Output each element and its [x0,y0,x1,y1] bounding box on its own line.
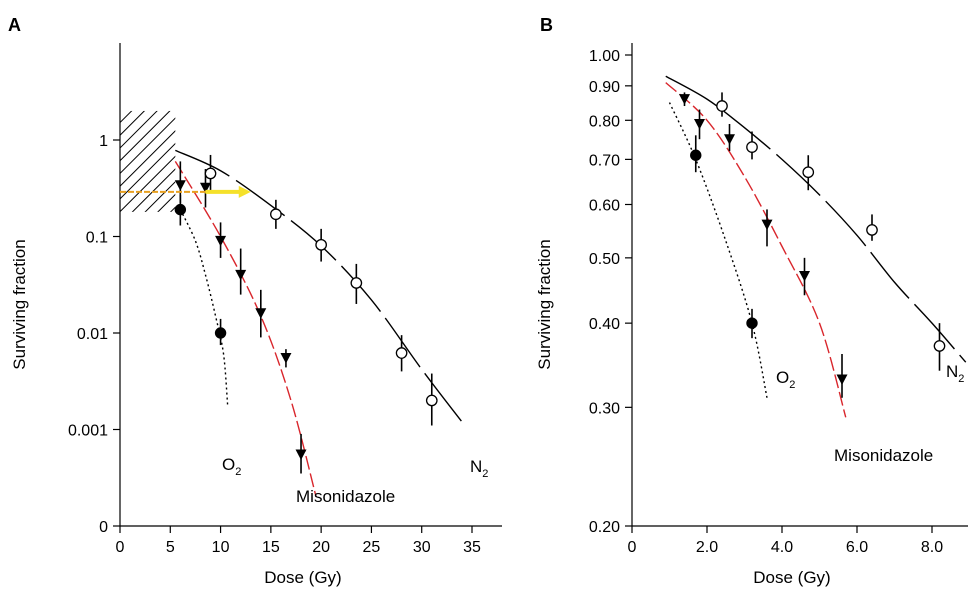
data-point [799,270,810,282]
x-tick-label: 20 [312,539,330,556]
x-tick-label: 4.0 [771,539,793,556]
fit-line [179,209,229,405]
data-point [214,327,227,339]
fit-line [665,75,967,363]
data-point [694,118,705,130]
data-point [866,224,878,236]
data-point [679,94,690,105]
y-tick-label: 0.50 [589,251,620,268]
data-point [255,308,267,319]
fit-line [665,82,847,418]
x-tick-label: 15 [262,539,280,556]
data-point [690,149,702,161]
series-label: O2 [222,455,241,478]
data-point [199,182,211,194]
shift-arrow [120,185,251,198]
data-point [215,235,227,247]
x-tick-label: 25 [363,539,381,556]
data-point [204,167,217,180]
panel-label-b: B [540,15,553,35]
y-axis-title: Surviving fraction [535,239,554,369]
series-o2: O2 [174,194,241,478]
series-n2: N2 [175,149,488,480]
x-tick-label: 8.0 [921,539,943,556]
data-point [174,180,186,191]
data-point [395,347,408,359]
x-tick-label: 30 [413,539,431,556]
y-tick-label: 0.40 [589,316,620,333]
y-tick-label: 1 [99,133,108,150]
series-label: Misonidazole [296,487,395,506]
data-point [235,269,247,281]
y-tick-label: 0.30 [589,400,620,417]
data-point [933,340,946,352]
data-point [746,141,758,153]
y-tick-label: 0.80 [589,113,620,130]
data-point [350,277,363,289]
x-axis-title: Dose (Gy) [753,568,830,587]
y-tick-label: 0.70 [589,152,620,169]
arrow-head [238,185,251,198]
panel-label-a: A [8,15,21,35]
data-point [836,374,848,385]
data-point [746,317,758,329]
series-n2: N2 [665,75,967,385]
y-tick-label: 0 [99,519,108,536]
y-tick-label: 1.00 [589,48,620,65]
series-label: O2 [776,368,795,391]
x-tick-label: 2.0 [696,539,718,556]
panel-a-plot: 0 5 10 15 20 25 30 35 0 0.001 0.01 0.1 1 Dose (Gy) Sur… [10,43,502,587]
x-tick-label: 5 [166,539,175,556]
x-tick-label: 6.0 [846,539,868,556]
data-point [270,208,282,221]
series-label: N2 [946,362,964,385]
y-tick-label: 0.60 [589,197,620,214]
x-axis-title: Dose (Gy) [264,568,341,587]
series-label: Misonidazole [834,446,933,465]
data-point [174,203,187,216]
y-tick-label: 0.90 [589,79,620,96]
data-point [280,353,292,364]
series-misonidazole: Misonidazole [665,82,933,465]
hatched-region [120,110,176,212]
y-tick-label: 0.20 [589,519,620,536]
series-misonidazole: Misonidazole [174,161,395,506]
data-point [315,238,327,251]
y-tick-label: 0.1 [86,230,108,247]
x-tick-label: 0 [628,539,637,556]
series-o2: O2 [668,102,795,398]
y-tick-label: 0.001 [68,423,108,440]
data-point [295,449,307,461]
data-point [724,134,735,145]
data-point [425,394,438,407]
fit-line [174,161,317,498]
x-tick-label: 0 [116,539,125,556]
data-point [716,100,728,112]
series-label: N2 [470,457,488,480]
y-axis-title: Surviving fraction [10,239,29,369]
x-tick-label: 35 [463,539,481,556]
data-point [802,166,815,179]
x-tick-label: 10 [212,539,230,556]
panel-b-plot: 0 2.0 4.0 6.0 8.0 0.20 0.30 0.40 0.50 0.60 0.70 0.8… [535,43,968,587]
y-tick-label: 0.01 [77,326,108,343]
data-point [761,219,773,231]
